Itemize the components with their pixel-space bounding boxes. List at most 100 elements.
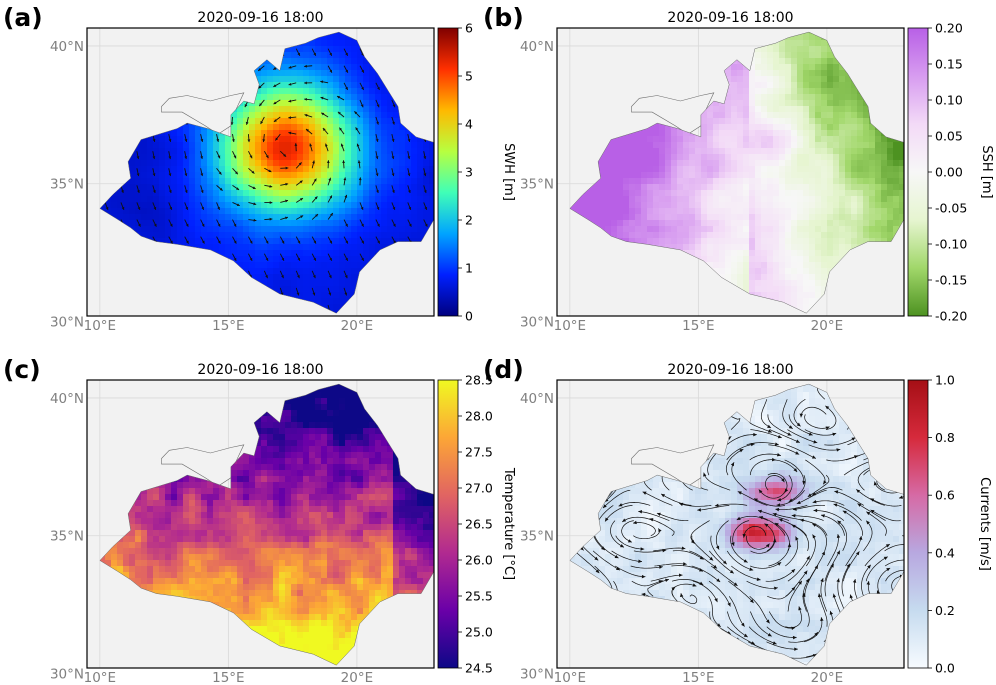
streamline [758, 489, 786, 499]
streamline-arrow [756, 577, 761, 581]
wave-arrowhead [285, 199, 289, 203]
colorbar-label: SSH [m] [979, 145, 994, 198]
streamline [611, 550, 643, 562]
streamline-arrow [778, 518, 783, 522]
streamline [759, 516, 786, 536]
streamline-arrow [811, 455, 816, 459]
colorbar-tick-label: 0.2 [935, 603, 955, 618]
streamline [766, 626, 797, 638]
wave-arrowhead [168, 190, 172, 194]
streamline-arrow [659, 565, 663, 569]
streamline-arrow [849, 594, 853, 599]
lon-tick-label: 10°E [84, 318, 116, 334]
streamline [785, 570, 808, 597]
wave-arrowhead [265, 155, 269, 159]
wave-arrowhead [304, 64, 307, 68]
wave-arrowhead [217, 155, 221, 159]
streamline [775, 505, 808, 511]
lat-tick-label: 30°N [520, 315, 554, 331]
streamline [787, 429, 818, 444]
streamline [592, 550, 621, 571]
map [557, 28, 904, 316]
streamline [799, 519, 828, 536]
wave-arrowhead [185, 223, 189, 227]
streamline [820, 577, 828, 612]
streamline [778, 518, 807, 536]
wave-arrowhead [281, 275, 284, 279]
wave-arrowhead [377, 86, 380, 90]
streamline [788, 414, 813, 436]
streamline-arrow [679, 593, 684, 598]
streamline [746, 580, 778, 589]
streamline-arrow [618, 503, 623, 507]
streamline-arrow [638, 510, 643, 514]
colorbar-label: SWH [m] [501, 143, 516, 201]
streamline-arrow [614, 554, 619, 559]
streamline-arrow [692, 583, 697, 587]
map-frame [556, 379, 905, 669]
streamline-arrow [751, 641, 756, 645]
streamline-arrow [792, 635, 797, 640]
wave-arrowhead [299, 180, 303, 184]
streamline [631, 580, 663, 587]
wave-arrowhead [245, 121, 249, 125]
streamline-arrow [737, 491, 742, 495]
wave-arrowhead [325, 143, 328, 147]
coastline [99, 383, 434, 666]
streamline [877, 567, 891, 597]
streamline-arrow [793, 468, 798, 472]
streamline [802, 578, 810, 612]
streamline [806, 534, 816, 567]
wave-arrowhead [285, 166, 289, 170]
streamline-arrow [817, 593, 822, 598]
streamline [818, 593, 828, 627]
streamline [731, 462, 747, 491]
streamline-arrow [852, 579, 857, 583]
streamline [786, 444, 817, 459]
streamline [757, 510, 790, 521]
streamline [630, 565, 663, 569]
streamline-arrow [776, 453, 781, 457]
streamline [760, 399, 772, 429]
wave-arrowhead [260, 121, 264, 125]
streamline-arrow [601, 546, 605, 551]
streamline-arrow [739, 449, 744, 453]
lon-tick-label: 20°E [341, 670, 373, 685]
wave-arrowhead [273, 119, 277, 122]
lat-tick-label: 40°N [50, 39, 84, 55]
streamline-arrow [678, 573, 683, 577]
streamline-arrow [729, 569, 734, 574]
wave-arrowhead [329, 257, 332, 261]
streamline-arrow [622, 518, 627, 522]
streamline-arrow [781, 478, 785, 483]
streamline [885, 569, 904, 582]
wave-arrowhead [288, 116, 292, 120]
wave-arrowhead [375, 138, 379, 142]
streamline-arrow [794, 647, 798, 651]
wave-arrowhead [252, 186, 256, 189]
map [557, 380, 904, 668]
streamline [805, 459, 826, 485]
wave-arrowhead [281, 257, 285, 261]
streamline [730, 535, 748, 563]
wave-arrowhead [329, 195, 332, 199]
wave-arrowhead [312, 160, 315, 164]
streamline [710, 565, 738, 587]
streamline-arrow [638, 559, 643, 564]
wave-arrowhead [337, 111, 341, 115]
streamline [690, 520, 710, 544]
wave-arrowhead [337, 96, 341, 99]
lat-tick-label: 40°N [520, 39, 554, 55]
streamline [632, 522, 656, 537]
streamline-arrow [830, 563, 834, 568]
wave-arrowhead [345, 69, 348, 73]
colorbar-tick-label: 0 [465, 309, 473, 324]
wave-arrowhead [392, 104, 396, 108]
streamline-arrow [795, 536, 799, 541]
lat-tick-label: 30°N [50, 315, 84, 331]
panel-d: (d) 2020-09-16 18:00 10°E 15°E 20°E 30°N 35°N 4… [483, 355, 992, 685]
wave-arrowhead [313, 240, 316, 244]
streamline [804, 617, 823, 643]
wave-arrowhead [152, 173, 156, 177]
streamline [800, 406, 827, 418]
